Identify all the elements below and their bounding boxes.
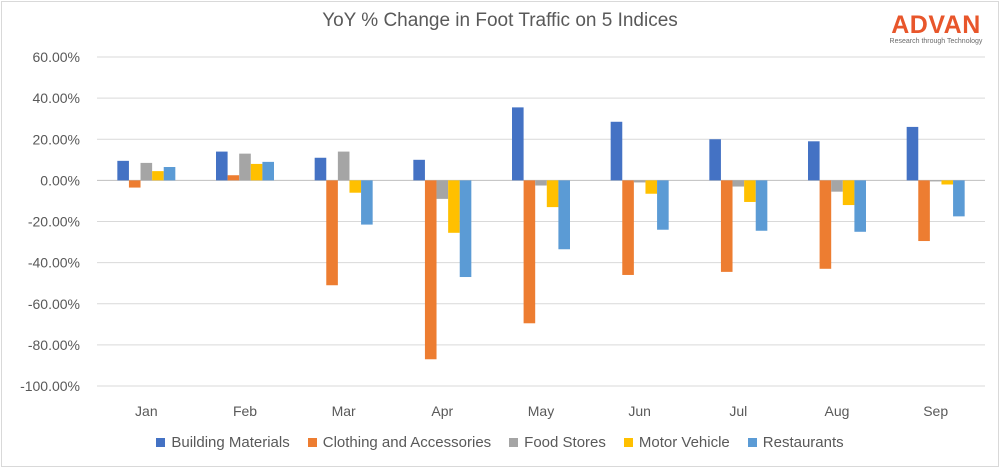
bar <box>337 151 350 181</box>
bar <box>633 180 646 183</box>
y-tick-label: 20.00% <box>33 131 80 147</box>
legend-item: Restaurants <box>747 434 844 451</box>
bar <box>953 180 965 217</box>
legend-label: Building Materials <box>171 434 290 451</box>
x-tick-label: May <box>528 403 554 419</box>
bar <box>361 180 373 225</box>
legend-swatch <box>747 438 757 447</box>
bar <box>216 151 228 181</box>
bar <box>622 180 634 275</box>
bar <box>349 180 362 193</box>
y-tick-label: -100.00% <box>20 378 80 394</box>
bar <box>546 180 559 208</box>
chart-legend: Building Materials Clothing and Accessori… <box>0 434 1000 451</box>
legend-item: Building Materials <box>156 434 290 451</box>
logo-name: ADVAN <box>891 11 981 39</box>
bar <box>523 180 536 324</box>
legend-label: Clothing and Accessories <box>322 434 492 451</box>
bar <box>163 167 176 181</box>
x-tick-label: Jun <box>628 403 651 419</box>
y-tick-label: -20.00% <box>28 214 80 230</box>
bar <box>227 175 240 181</box>
bar <box>854 180 866 232</box>
bar <box>941 180 954 185</box>
advan-logo: ADVAN Research through Technology <box>880 12 992 45</box>
bar <box>842 180 855 206</box>
chart-title: YoY % Change in Foot Traffic on 5 Indice… <box>322 10 678 31</box>
bar <box>512 107 524 181</box>
y-tick-label: 0.00% <box>40 172 80 188</box>
bar <box>558 180 570 250</box>
bar <box>262 161 274 181</box>
legend-label: Restaurants <box>762 434 844 451</box>
bar <box>140 162 153 181</box>
bar <box>929 180 942 182</box>
legend-swatch <box>623 438 633 447</box>
bar <box>326 180 338 286</box>
bar <box>239 153 251 181</box>
legend-item: Food Stores <box>509 434 606 451</box>
logo-tagline: Research through Technology <box>889 38 983 45</box>
bar <box>918 180 930 242</box>
x-tick-label: Jul <box>729 403 747 419</box>
bar <box>448 180 460 233</box>
bar <box>250 163 263 181</box>
bar <box>610 121 623 181</box>
bar <box>831 180 843 192</box>
y-tick-label: 60.00% <box>33 49 80 65</box>
legend-label: Motor Vehicle <box>638 434 730 451</box>
x-tick-label: Feb <box>233 403 257 419</box>
bar <box>413 159 425 181</box>
y-tick-label: -80.00% <box>28 337 80 353</box>
bar <box>535 180 547 186</box>
bar <box>906 126 919 181</box>
bar <box>732 180 745 187</box>
bar <box>720 180 733 272</box>
bar <box>436 180 449 199</box>
legend-item: Clothing and Accessories <box>307 434 492 451</box>
bar <box>645 180 658 194</box>
bar <box>117 160 129 181</box>
legend-swatch <box>156 438 166 447</box>
bar <box>314 157 327 181</box>
legend-label: Food Stores <box>524 434 606 451</box>
bar <box>755 180 768 231</box>
bar <box>819 180 832 269</box>
bar <box>744 180 756 202</box>
y-tick-label: -40.00% <box>28 255 80 271</box>
bar <box>709 139 721 181</box>
y-tick-label: -60.00% <box>28 296 80 312</box>
bar <box>424 180 437 360</box>
x-tick-label: Sep <box>923 403 948 419</box>
legend-item: Motor Vehicle <box>623 434 730 451</box>
bar <box>657 180 669 230</box>
x-tick-label: Jan <box>135 403 158 419</box>
x-tick-label: Mar <box>332 403 356 419</box>
bar <box>128 180 141 188</box>
bar <box>459 180 472 278</box>
bar <box>152 171 164 181</box>
bar <box>808 141 820 181</box>
legend-swatch <box>509 438 519 447</box>
x-tick-label: Apr <box>431 403 453 419</box>
y-tick-label: 40.00% <box>33 90 80 106</box>
legend-swatch <box>307 438 317 447</box>
x-tick-label: Aug <box>825 403 850 419</box>
